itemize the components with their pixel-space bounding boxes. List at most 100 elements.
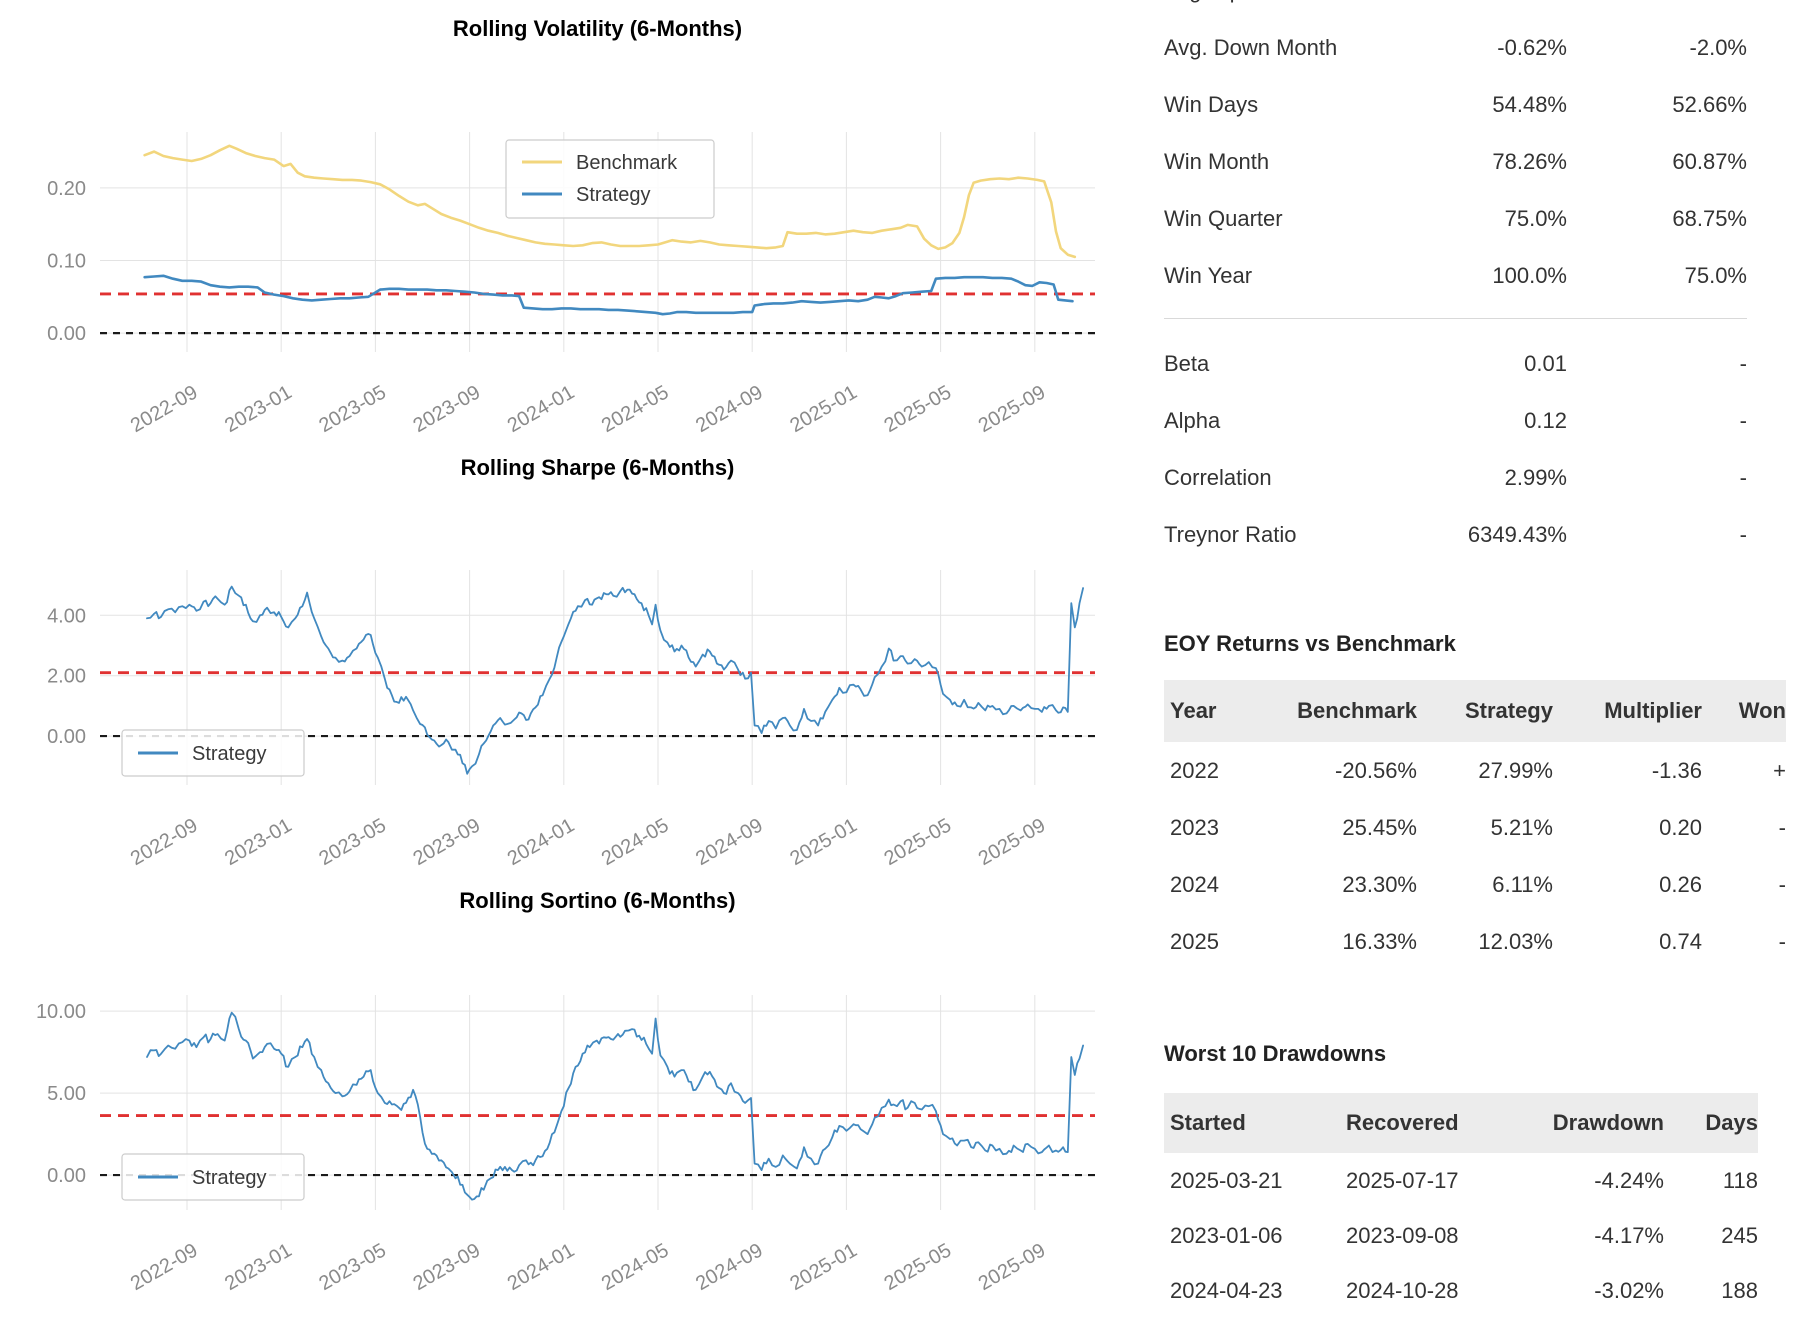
eoy-cell: 23.30% — [1342, 871, 1417, 897]
metric-value-benchmark: 60.87% — [1672, 148, 1747, 174]
drawdown-row: 2023-01-06 2023-09-08 -4.17% 245 — [1164, 1208, 1758, 1263]
eoy-cell: - — [1778, 928, 1786, 954]
eoy-cell: -1.36 — [1651, 757, 1702, 783]
metric-value-strategy: 54.48% — [1492, 91, 1567, 117]
y-tick-label: 5.00 — [47, 1083, 86, 1105]
metric-value-strategy: 6349.43% — [1467, 521, 1567, 547]
drawdown-cell: -4.24% — [1594, 1167, 1664, 1193]
x-tick-label: 2025-09 — [975, 1239, 1050, 1295]
metric-label: Win Year — [1164, 262, 1253, 288]
metric-value-benchmark: - — [1739, 350, 1747, 376]
eoy-cell: 0.74 — [1659, 928, 1702, 954]
eoy-cell: 0.20 — [1659, 814, 1702, 840]
y-tick-label: 2.00 — [47, 666, 86, 688]
series-line-benchmark — [143, 144, 1077, 259]
metric-row: Avg. Up Month4.2%4.24% — [1164, 0, 1747, 19]
eoy-cell: 0.26 — [1659, 871, 1702, 897]
legend-box — [121, 1153, 305, 1201]
chart-title-rolling-volatility: Rolling Volatility (6-Months) — [452, 16, 743, 41]
metric-value-strategy: 100.0% — [1492, 262, 1567, 288]
x-tick-label: 2022-09 — [127, 1239, 202, 1295]
series-line-strategy — [143, 274, 1074, 316]
x-tick-label: 2024-09 — [692, 381, 767, 437]
metric-value-strategy: 0.12 — [1524, 407, 1567, 433]
drawdown-cell: 188 — [1721, 1277, 1758, 1303]
y-tick-label: 0.10 — [47, 251, 86, 273]
eoy-row: 2025 16.33% 12.03% 0.74 - — [1164, 913, 1786, 970]
eoy-cell: -20.56% — [1335, 757, 1417, 783]
drawdown-header: Drawdown — [1552, 1110, 1664, 1135]
legend-label: Strategy — [576, 184, 650, 206]
drawdown-header-row: Started Recovered Drawdown Days — [1164, 1093, 1758, 1153]
y-tick-label: 10.00 — [36, 1001, 86, 1023]
metric-value-strategy: 75.0% — [1504, 205, 1567, 231]
x-tick-label: 2023-05 — [315, 1239, 390, 1295]
stats-panel: Avg. Up Month4.2%4.24% Avg. Down Month - 0.… — [1164, 0, 1786, 1334]
eoy-header: Strategy — [1464, 698, 1553, 723]
metric-value-benchmark: - — [1739, 464, 1747, 490]
eoy-cell: - — [1778, 871, 1786, 897]
drawdown-cell: 2024-04-23 — [1170, 1277, 1283, 1303]
y-tick-label: 4.00 — [47, 605, 86, 627]
x-tick-label: 2024-01 — [504, 381, 579, 437]
metric-row: Win Year 100.0% 75.0% — [1164, 247, 1747, 304]
eoy-cell: 12.03% — [1478, 928, 1553, 954]
drawdown-cell: 2025-03-21 — [1170, 1167, 1283, 1193]
x-tick-label: 2022-09 — [127, 381, 202, 437]
metric-value-benchmark: 68.75% — [1672, 205, 1747, 231]
eoy-cell: - — [1778, 814, 1786, 840]
metrics-divider — [1164, 318, 1747, 319]
legend-label: Strategy — [192, 743, 266, 765]
eoy-header: Won — [1738, 698, 1786, 723]
drawdown-row: 2024-04-23 2024-10-28 -3.02% 188 — [1164, 1263, 1758, 1318]
drawdown-header: Recovered — [1346, 1110, 1459, 1135]
eoy-cell: 2025 — [1170, 928, 1219, 954]
x-tick-label: 2025-01 — [786, 1239, 861, 1295]
metric-label: Correlation — [1164, 464, 1272, 490]
metric-label: Avg. Down Month — [1164, 34, 1338, 60]
metric-row: Beta 0.01 - — [1164, 335, 1747, 392]
eoy-row: 2023 25.45% 5.21% 0.20 - — [1164, 799, 1786, 856]
series-line-strategy — [146, 585, 1084, 775]
x-tick-label: 2025-09 — [975, 814, 1050, 870]
eoy-cell: 27.99% — [1478, 757, 1553, 783]
metric-label: Avg. Up Month — [1164, 0, 1407, 4]
legend-box — [121, 729, 305, 777]
drawdown-cell: 245 — [1721, 1222, 1758, 1248]
eoy-header-row: Year Benchmark Strategy Multiplier Won — [1164, 680, 1786, 742]
chart-title-rolling-sortino: Rolling Sortino (6-Months) — [459, 888, 736, 913]
eoy-cell: 25.45% — [1342, 814, 1417, 840]
chart-0: 0.20 0.10 0.00 2022-09 2023-01 2023-05 2023-09… — [47, 132, 1095, 437]
x-tick-label: 2025-09 — [975, 381, 1050, 437]
x-tick-label: 2023-09 — [410, 1239, 485, 1295]
eoy-returns-heading: EOY Returns vs Benchmark — [1164, 631, 1456, 656]
drawdown-cell: 2023-09-08 — [1346, 1222, 1459, 1248]
drawdown-cell: 2024-10-28 — [1346, 1277, 1459, 1303]
metric-value-benchmark: - — [1739, 407, 1747, 433]
y-tick-label: 0.00 — [47, 323, 86, 345]
metric-value-strategy: 4.2% — [1407, 0, 1567, 4]
metric-label: Alpha — [1164, 407, 1221, 433]
legend-label: Strategy — [192, 1167, 266, 1189]
x-tick-label: 2024-01 — [504, 1239, 579, 1295]
legend-box — [505, 139, 715, 219]
x-tick-label: 2025-01 — [786, 814, 861, 870]
metric-label: Beta — [1164, 350, 1210, 376]
x-tick-label: 2024-01 — [504, 814, 579, 870]
y-tick-label: 0.00 — [47, 726, 86, 748]
metric-label: Win Month — [1164, 148, 1270, 174]
eoy-cell: 2023 — [1170, 814, 1219, 840]
x-tick-label: 2023-09 — [410, 814, 485, 870]
x-tick-label: 2025-05 — [881, 814, 956, 870]
metric-label: Win Days — [1164, 91, 1259, 117]
eoy-cell: 16.33% — [1342, 928, 1417, 954]
metric-value-benchmark: 75.0% — [1684, 262, 1747, 288]
x-tick-label: 2025-05 — [881, 1239, 956, 1295]
legend-label: Benchmark — [576, 152, 678, 174]
x-tick-label: 2023-05 — [315, 381, 390, 437]
drawdown-cell: 2023-01-06 — [1170, 1222, 1283, 1248]
drawdown-header: Days — [1705, 1110, 1758, 1135]
metric-value-benchmark: - — [1739, 521, 1747, 547]
x-tick-label: 2024-09 — [692, 1239, 767, 1295]
x-tick-label: 2023-09 — [410, 381, 485, 437]
